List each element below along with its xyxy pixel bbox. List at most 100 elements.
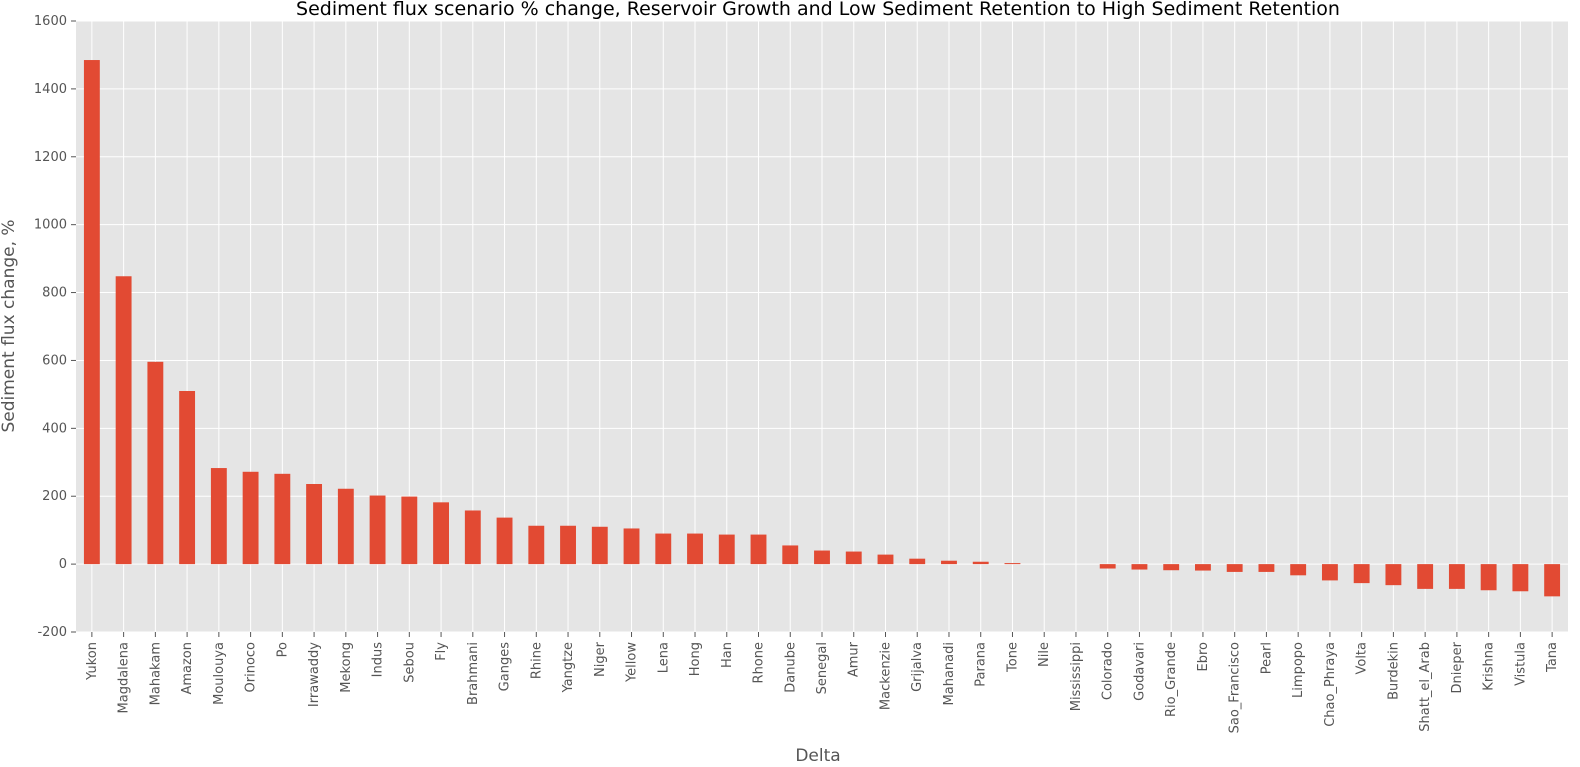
- x-tick-label: Mahanadi: [942, 642, 957, 705]
- bar-mahakam: [147, 361, 164, 565]
- bar-senegal: [814, 550, 830, 565]
- x-tick-label: Lena: [656, 642, 671, 673]
- y-tick-label: 200: [42, 489, 67, 504]
- bar-yukon: [83, 60, 100, 565]
- x-tick-label: Dnieper: [1450, 641, 1465, 693]
- x-tick-label: Rio_Grande: [1164, 642, 1179, 717]
- bar-indus: [369, 495, 386, 565]
- x-tick-label: Chao_Phraya: [1323, 642, 1338, 727]
- x-tick-label: Mahakam: [148, 642, 163, 705]
- x-tick-label: Yukon: [85, 642, 100, 681]
- x-tick-label: Amur: [847, 641, 862, 677]
- x-tick-label: Danube: [783, 642, 798, 693]
- x-tick-label: Fly: [434, 642, 449, 661]
- x-tick-label: Amazon: [180, 642, 195, 695]
- bar-mekong: [337, 488, 354, 565]
- x-tick-label: Yangtze: [561, 642, 576, 694]
- bar-vistula: [1512, 564, 1529, 592]
- x-tick-label: Han: [720, 642, 735, 668]
- x-tick-label: Brahmani: [466, 642, 481, 705]
- x-axis-label: Delta: [795, 746, 840, 766]
- bar-han: [718, 534, 735, 565]
- bar-moulouya: [210, 468, 227, 565]
- x-tick-label: Orinoco: [244, 642, 259, 693]
- x-tick-label: Vistula: [1513, 642, 1528, 686]
- bar-yellow: [623, 528, 640, 565]
- bar-mackenzie: [877, 554, 894, 565]
- x-tick-label: Parana: [974, 642, 989, 687]
- x-tick-label: Yellow: [625, 642, 640, 683]
- bar-rhine: [528, 525, 545, 565]
- x-tick-label: Sebou: [402, 642, 417, 683]
- y-tick-label: 800: [42, 286, 67, 301]
- bar-chao_phraya: [1321, 564, 1338, 581]
- y-axis-label: Sediment flux change, %: [0, 219, 19, 432]
- bar-sebou: [401, 496, 418, 565]
- bar-amur: [845, 551, 862, 565]
- y-tick-label: 400: [42, 421, 67, 436]
- x-tick-label: Volta: [1355, 642, 1370, 675]
- x-tick-label: Grijalva: [910, 642, 925, 692]
- x-tick-label: Rhine: [529, 642, 544, 679]
- bar-orinoco: [242, 471, 259, 565]
- x-tick-label: Senegal: [815, 642, 830, 694]
- x-tick-label: Niger: [593, 641, 608, 677]
- x-tick-label: Tone: [1005, 642, 1020, 673]
- bar-pearl: [1258, 564, 1275, 572]
- y-tick-label: 1400: [34, 82, 67, 97]
- x-tick-label: Moulouya: [212, 642, 227, 705]
- bar-dnieper: [1448, 564, 1465, 589]
- bar-lena: [655, 533, 672, 565]
- bar-irrawaddy: [306, 484, 323, 565]
- bar-parana: [972, 561, 989, 565]
- bar-burdekin: [1385, 564, 1402, 586]
- bar-rio_grande: [1163, 564, 1180, 571]
- x-tick-label: Magdalena: [117, 642, 132, 713]
- bar-tana: [1544, 564, 1561, 597]
- bar-limpopo: [1290, 564, 1307, 576]
- bar-tone: [1004, 563, 1021, 565]
- bar-po: [274, 473, 291, 565]
- bar-niger: [591, 526, 608, 565]
- x-tick-label: Mississippi: [1069, 642, 1084, 711]
- bar-godavari: [1131, 564, 1148, 570]
- x-tick-label: Shatt_el_Arab: [1418, 642, 1433, 732]
- bar-ganges: [496, 517, 513, 565]
- x-tick-label: Nile: [1037, 642, 1052, 667]
- x-tick-label: Tana: [1545, 642, 1560, 673]
- x-tick-label: Godavari: [1132, 642, 1147, 701]
- chart-title: Sediment flux scenario % change, Reservo…: [296, 0, 1340, 20]
- y-axis-ticks: -200 0 200 400 600 800 1000 1200 1400 1600: [34, 14, 76, 640]
- bar-danube: [782, 545, 799, 565]
- bar-volta: [1353, 564, 1370, 584]
- y-tick-label: 1000: [34, 218, 67, 233]
- y-tick-label: 600: [42, 353, 67, 368]
- bar-colorado: [1099, 564, 1116, 569]
- bar-yangtze: [560, 525, 576, 565]
- bar-mahanadi: [941, 560, 957, 565]
- x-tick-label: Po: [275, 642, 290, 657]
- bar-amazon: [179, 390, 196, 565]
- y-tick-label: 0: [59, 557, 67, 572]
- x-tick-label: Hong: [688, 642, 703, 676]
- bar-rhone: [750, 534, 767, 565]
- x-tick-label: Ganges: [498, 642, 513, 692]
- bar-ebro: [1195, 564, 1211, 571]
- bar-shatt_el_arab: [1417, 564, 1434, 589]
- bars: [83, 60, 1561, 597]
- x-tick-label: Limpopo: [1291, 642, 1306, 698]
- bar-hong: [687, 533, 703, 565]
- x-tick-label: Mackenzie: [878, 642, 893, 710]
- bar-brahmani: [464, 510, 481, 565]
- x-tick-label: Mekong: [339, 642, 354, 693]
- x-tick-label: Pearl: [1259, 642, 1274, 674]
- x-tick-label: Rhone: [752, 642, 767, 683]
- y-tick-label: -200: [37, 625, 67, 640]
- y-tick-label: 1200: [34, 150, 67, 165]
- x-tick-label: Indus: [371, 642, 386, 678]
- bar-sao_francisco: [1226, 564, 1243, 572]
- x-tick-label: Sao_Francisco: [1228, 642, 1243, 733]
- bar-magdalena: [115, 276, 132, 565]
- x-tick-label: Burdekin: [1386, 642, 1401, 700]
